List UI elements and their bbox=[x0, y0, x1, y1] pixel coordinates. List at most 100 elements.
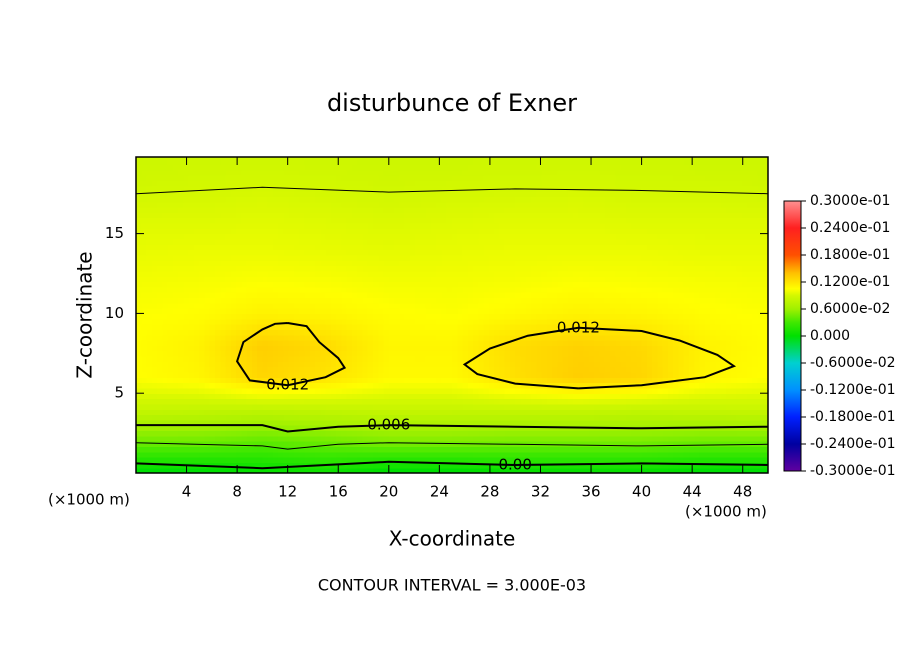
field-cell bbox=[425, 462, 432, 469]
field-cell bbox=[741, 371, 748, 378]
field-cell bbox=[694, 313, 701, 320]
field-cell bbox=[199, 382, 206, 389]
field-cell bbox=[278, 467, 285, 473]
field-cell bbox=[562, 297, 569, 304]
field-cell bbox=[162, 350, 169, 357]
field-cell bbox=[346, 387, 353, 394]
field-cell bbox=[215, 345, 221, 352]
field-cell bbox=[446, 249, 453, 256]
field-cell bbox=[689, 451, 695, 458]
field-cell bbox=[341, 382, 348, 389]
field-cell bbox=[404, 441, 411, 448]
field-cell bbox=[388, 414, 395, 421]
field-cell bbox=[399, 276, 406, 283]
field-cell bbox=[494, 297, 500, 304]
field-cell bbox=[341, 377, 348, 384]
field-cell bbox=[136, 260, 142, 267]
field-cell bbox=[351, 345, 358, 352]
field-cell bbox=[183, 430, 190, 437]
field-cell bbox=[336, 270, 342, 277]
field-cell bbox=[383, 302, 390, 309]
field-cell bbox=[573, 265, 579, 272]
field-cell bbox=[409, 324, 416, 330]
field-cell bbox=[257, 355, 263, 362]
field-cell bbox=[757, 308, 764, 315]
field-cell bbox=[146, 254, 153, 261]
field-cell bbox=[241, 409, 248, 416]
field-cell bbox=[351, 425, 358, 432]
field-cell bbox=[736, 345, 743, 352]
field-cell bbox=[662, 441, 669, 448]
field-cell bbox=[199, 371, 206, 378]
field-cell bbox=[299, 270, 306, 277]
field-cell bbox=[552, 451, 558, 458]
field-cell bbox=[683, 414, 690, 421]
field-cell bbox=[652, 270, 658, 277]
field-cell bbox=[499, 361, 506, 368]
field-cell bbox=[446, 430, 453, 437]
field-cell bbox=[230, 334, 237, 341]
field-cell bbox=[667, 409, 674, 416]
field-cell bbox=[699, 403, 706, 410]
field-cell bbox=[172, 270, 179, 277]
field-cell bbox=[336, 371, 342, 378]
field-cell bbox=[172, 409, 179, 416]
field-cell bbox=[415, 393, 421, 400]
field-cell bbox=[467, 393, 474, 400]
field-cell bbox=[478, 414, 485, 421]
field-cell bbox=[588, 329, 595, 336]
field-cell bbox=[494, 254, 500, 261]
field-cell bbox=[351, 377, 358, 384]
field-cell bbox=[641, 361, 648, 368]
field-cell bbox=[157, 355, 163, 362]
field-cell bbox=[320, 414, 327, 421]
field-cell bbox=[746, 419, 753, 426]
field-cell bbox=[262, 387, 269, 394]
field-cell bbox=[330, 334, 337, 341]
field-cell bbox=[320, 403, 327, 410]
field-cell bbox=[536, 340, 543, 346]
field-cell bbox=[752, 382, 759, 389]
field-cell bbox=[689, 350, 695, 357]
field-cell bbox=[657, 302, 664, 309]
field-cell bbox=[673, 329, 680, 336]
field-cell bbox=[336, 340, 342, 346]
field-cell bbox=[230, 254, 237, 261]
field-cell bbox=[515, 446, 522, 453]
field-cell bbox=[699, 324, 706, 330]
field-cell bbox=[736, 446, 743, 453]
field-cell bbox=[430, 355, 437, 362]
field-cell bbox=[251, 292, 258, 299]
field-cell bbox=[525, 292, 532, 299]
field-cell bbox=[272, 345, 279, 352]
field-cell bbox=[694, 457, 701, 463]
field-cell bbox=[272, 276, 279, 283]
field-cell bbox=[430, 377, 437, 384]
field-cell bbox=[599, 313, 606, 320]
field-cell bbox=[436, 292, 443, 299]
field-cell bbox=[257, 265, 263, 272]
field-cell bbox=[294, 292, 300, 299]
field-cell bbox=[394, 377, 400, 384]
field-cell bbox=[652, 451, 658, 458]
field-cell bbox=[525, 308, 532, 315]
field-cell bbox=[351, 361, 358, 368]
field-cell bbox=[578, 308, 585, 315]
field-cell bbox=[646, 334, 653, 341]
field-cell bbox=[141, 457, 148, 463]
field-cell bbox=[257, 441, 263, 448]
field-cell bbox=[420, 249, 427, 256]
field-cell bbox=[473, 462, 479, 469]
field-cell bbox=[225, 467, 232, 473]
field-cell bbox=[399, 414, 406, 421]
field-cell bbox=[167, 324, 174, 330]
field-cell bbox=[704, 313, 711, 320]
field-cell bbox=[378, 345, 385, 352]
field-cell bbox=[557, 297, 564, 304]
field-cell bbox=[241, 387, 248, 394]
field-cell bbox=[394, 467, 400, 473]
field-cell bbox=[225, 371, 232, 378]
field-cell bbox=[404, 318, 411, 325]
field-cell bbox=[162, 361, 169, 368]
field-cell bbox=[404, 419, 411, 426]
